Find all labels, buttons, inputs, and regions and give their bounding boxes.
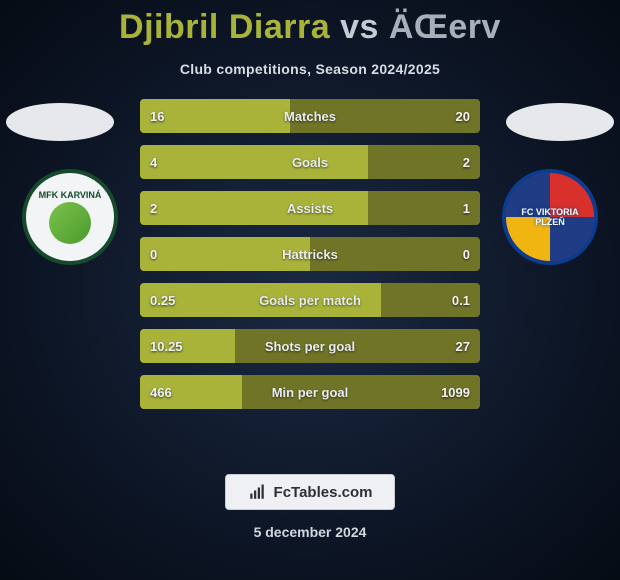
stat-row: Goals per match0.25 0.1 (140, 283, 480, 317)
footer: FcTables.com 5 december 2024 (0, 474, 620, 540)
stat-value-right: 2 (453, 145, 480, 179)
vs-label: vs (340, 8, 379, 46)
stat-label: Matches (140, 99, 480, 133)
stat-label: Assists (140, 191, 480, 225)
brand-badge[interactable]: FcTables.com (225, 474, 396, 510)
comparison-panel: MFK KARVINÁ FC VIKTORIA PLZEŇ Matches16 2… (0, 99, 620, 419)
player2-photo-placeholder (506, 103, 614, 141)
player1-name: Djibril Diarra (119, 8, 330, 46)
stat-value-left: 466 (140, 375, 182, 409)
stat-value-left: 10.25 (140, 329, 193, 363)
stat-value-right: 0 (453, 237, 480, 271)
stat-bars: Matches1620Goals42Assists21Hattricks00Go… (140, 99, 480, 421)
stat-value-left: 0.25 (140, 283, 185, 317)
brand-text: FcTables.com (274, 484, 373, 501)
stat-value-left: 2 (140, 191, 167, 225)
stat-value-right: 1099 (431, 375, 480, 409)
club-left-name: MFK KARVINÁ (39, 190, 102, 200)
stat-label: Goals (140, 145, 480, 179)
stat-label: Hattricks (140, 237, 480, 271)
stat-row: Shots per goal10.2527 (140, 329, 480, 363)
stat-row: Assists2 1 (140, 191, 480, 225)
player2-name: ÄŒerv (389, 8, 501, 46)
stat-value-left: 16 (140, 99, 174, 133)
stat-value-right: 1 (453, 191, 480, 225)
stat-label: Goals per match (140, 283, 480, 317)
date-label: 5 december 2024 (0, 524, 620, 540)
club-badge-right: FC VIKTORIA PLZEŇ (502, 169, 598, 265)
page-title: Djibril Diarra vs ÄŒerv (0, 0, 620, 47)
club-badge-left: MFK KARVINÁ (22, 169, 118, 265)
player1-photo-placeholder (6, 103, 114, 141)
subtitle: Club competitions, Season 2024/2025 (0, 61, 620, 77)
stat-value-right: 20 (446, 99, 480, 133)
stat-value-left: 4 (140, 145, 167, 179)
stat-value-right: 27 (446, 329, 480, 363)
club-right-name: FC VIKTORIA PLZEŇ (506, 207, 594, 227)
chart-icon (248, 483, 266, 501)
stat-value-left: 0 (140, 237, 167, 271)
stat-row: Matches16 20 (140, 99, 480, 133)
stat-value-right: 0.1 (442, 283, 480, 317)
stat-row: Hattricks0 0 (140, 237, 480, 271)
stat-label: Min per goal (140, 375, 480, 409)
stat-row: Goals4 2 (140, 145, 480, 179)
stat-row: Min per goal466 1099 (140, 375, 480, 409)
club-left-icon (49, 202, 91, 244)
